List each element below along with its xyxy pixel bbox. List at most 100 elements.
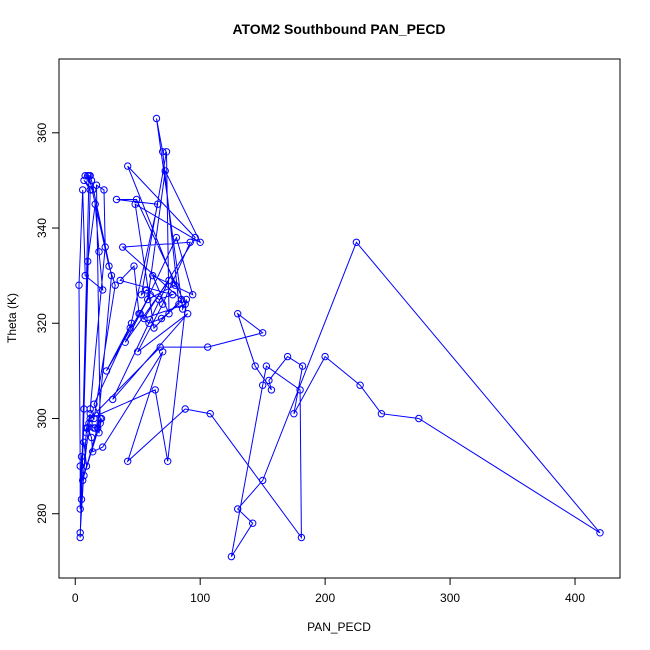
data-point <box>182 295 191 304</box>
data-point <box>76 533 84 542</box>
data-point <box>99 443 107 451</box>
data-point <box>290 410 298 418</box>
data-point <box>321 352 329 361</box>
data-point <box>132 195 141 204</box>
data-point <box>297 533 306 542</box>
data-point <box>87 433 96 442</box>
data-point <box>79 186 87 194</box>
x-axis-label: PAN_PECD <box>307 620 371 634</box>
data-point <box>152 114 161 123</box>
data-point <box>85 172 93 180</box>
data-point <box>81 172 89 180</box>
data-point <box>91 200 99 208</box>
data-point <box>137 291 146 299</box>
data-point <box>356 381 364 389</box>
data-point <box>184 310 192 318</box>
y-axis-label: Theta (K) <box>5 293 19 343</box>
data-point <box>169 291 177 299</box>
series <box>75 114 604 561</box>
data-point <box>91 424 99 432</box>
data-point <box>415 414 423 423</box>
y-tick-label: 320 <box>35 313 49 333</box>
data-point <box>86 414 94 423</box>
data-point <box>107 271 116 280</box>
data-point <box>251 362 259 370</box>
data-point <box>90 414 98 423</box>
data-point <box>175 300 183 308</box>
data-point <box>155 295 163 304</box>
data-point <box>121 338 129 346</box>
data-point <box>154 200 162 208</box>
x-tick-label: 100 <box>190 591 210 605</box>
y-axis: 280 300 320 340 360 <box>35 122 60 524</box>
data-point <box>127 319 136 327</box>
data-point <box>82 462 91 470</box>
data-point <box>145 319 153 327</box>
data-point <box>89 448 97 456</box>
x-tick-label: 300 <box>440 591 460 605</box>
data-point <box>101 243 109 251</box>
data-point <box>77 452 86 461</box>
data-point <box>95 429 103 437</box>
y-tick-label: 300 <box>35 408 49 428</box>
data-point <box>75 281 83 289</box>
data-point <box>352 238 361 247</box>
data-point <box>95 248 103 256</box>
data-point <box>191 233 199 242</box>
data-point <box>179 305 187 313</box>
data-point <box>149 271 157 280</box>
data-point <box>126 324 134 332</box>
data-point <box>186 238 194 247</box>
data-point <box>234 505 242 513</box>
data-point <box>227 552 236 561</box>
data-point <box>142 286 151 294</box>
x-tick-label: 200 <box>315 591 335 605</box>
data-point <box>80 438 88 446</box>
data-point <box>262 362 271 370</box>
data-point <box>116 276 124 285</box>
data-point <box>105 262 113 270</box>
data-point <box>86 186 94 194</box>
data-point <box>165 276 173 285</box>
data-point <box>112 195 121 204</box>
data-point <box>134 348 142 356</box>
data-point <box>162 148 171 156</box>
data-point <box>85 419 93 427</box>
data-point <box>259 381 267 389</box>
data-point <box>96 419 104 427</box>
data-point <box>150 324 158 332</box>
data-point <box>165 310 173 318</box>
y-tick-label: 360 <box>35 122 49 142</box>
data-point <box>90 400 98 408</box>
data-point <box>99 286 107 294</box>
data-point <box>131 200 139 208</box>
data-point <box>102 367 111 375</box>
data-point <box>161 167 169 175</box>
data-point <box>80 471 88 480</box>
data-point <box>265 376 273 385</box>
x-tick-label: 400 <box>565 591 585 605</box>
y-tick-label: 340 <box>35 218 49 238</box>
data-point <box>159 148 167 156</box>
data-point <box>80 176 88 185</box>
data-point <box>92 181 101 189</box>
data-point <box>234 310 242 318</box>
data-point <box>119 243 127 251</box>
data-point <box>171 281 179 289</box>
data-point <box>249 519 257 527</box>
data-point <box>189 291 197 299</box>
data-point <box>206 410 214 418</box>
x-tick-label: 0 <box>72 591 79 605</box>
data-point <box>81 271 89 280</box>
data-point <box>151 386 159 394</box>
data-point <box>80 405 88 413</box>
data-point <box>97 414 106 423</box>
data-point <box>296 386 304 394</box>
data-point <box>298 362 307 370</box>
data-point <box>84 257 92 266</box>
data-point <box>181 405 189 413</box>
data-point <box>77 495 86 504</box>
data-point <box>76 529 84 537</box>
data-point <box>196 238 204 247</box>
